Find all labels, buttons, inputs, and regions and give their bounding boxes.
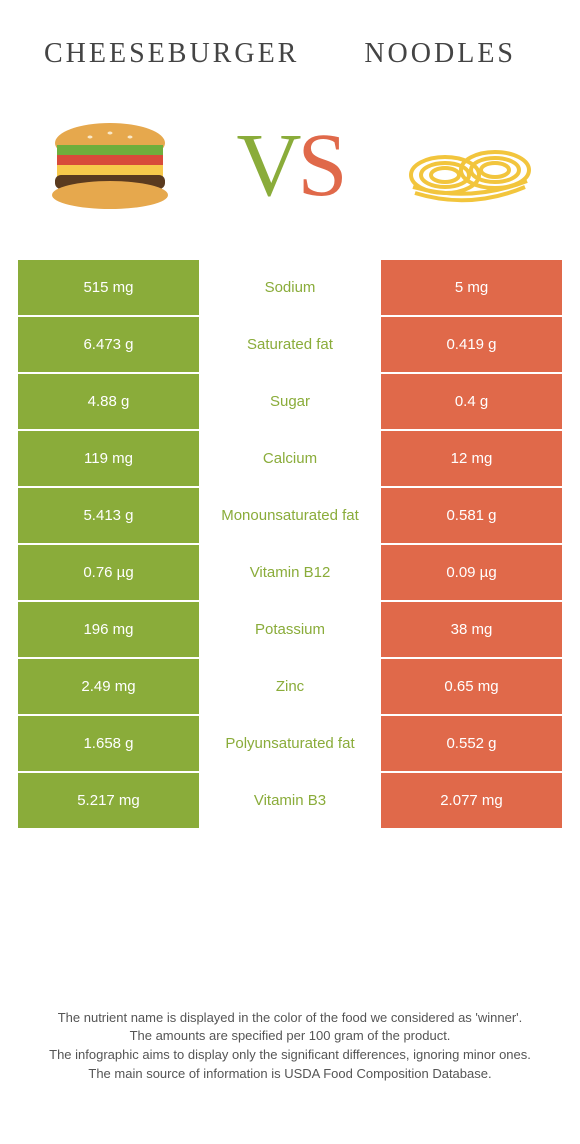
nutrient-label: Vitamin B3 bbox=[199, 773, 381, 828]
left-value: 4.88 g bbox=[18, 374, 199, 429]
nutrient-label: Potassium bbox=[199, 602, 381, 657]
vs-s: S bbox=[297, 116, 343, 215]
right-value: 0.65 mg bbox=[381, 659, 562, 714]
right-value: 12 mg bbox=[381, 431, 562, 486]
table-row: 2.49 mgZinc0.65 mg bbox=[18, 659, 562, 714]
vs-v: V bbox=[236, 116, 297, 215]
left-value: 2.49 mg bbox=[18, 659, 199, 714]
left-value: 119 mg bbox=[18, 431, 199, 486]
table-row: 0.76 µgVitamin B120.09 µg bbox=[18, 545, 562, 600]
nutrient-label: Sodium bbox=[199, 260, 381, 315]
table-row: 5.217 mgVitamin B32.077 mg bbox=[18, 773, 562, 828]
nutrient-label: Sugar bbox=[199, 374, 381, 429]
table-row: 1.658 gPolyunsaturated fat0.552 g bbox=[18, 716, 562, 771]
left-value: 1.658 g bbox=[18, 716, 199, 771]
nutrient-label: Vitamin B12 bbox=[199, 545, 381, 600]
hero-row: VS bbox=[0, 70, 580, 250]
right-value: 0.419 g bbox=[381, 317, 562, 372]
right-value: 2.077 mg bbox=[381, 773, 562, 828]
right-value: 0.552 g bbox=[381, 716, 562, 771]
nutrient-label: Monounsaturated fat bbox=[199, 488, 381, 543]
noodles-icon bbox=[390, 110, 550, 220]
nutrient-label: Polyunsaturated fat bbox=[199, 716, 381, 771]
table-row: 4.88 gSugar0.4 g bbox=[18, 374, 562, 429]
right-value: 0.09 µg bbox=[381, 545, 562, 600]
footnote-line: The infographic aims to display only the… bbox=[40, 1046, 540, 1065]
left-value: 6.473 g bbox=[18, 317, 199, 372]
nutrient-label: Zinc bbox=[199, 659, 381, 714]
table-row: 119 mgCalcium12 mg bbox=[18, 431, 562, 486]
comparison-table: 515 mgSodium5 mg6.473 gSaturated fat0.41… bbox=[18, 260, 562, 828]
cheeseburger-icon bbox=[30, 110, 190, 220]
title-right: Noodles bbox=[364, 38, 516, 70]
left-value: 0.76 µg bbox=[18, 545, 199, 600]
right-value: 38 mg bbox=[381, 602, 562, 657]
footnotes: The nutrient name is displayed in the co… bbox=[40, 1009, 540, 1084]
right-value: 0.4 g bbox=[381, 374, 562, 429]
table-row: 5.413 gMonounsaturated fat0.581 g bbox=[18, 488, 562, 543]
right-value: 0.581 g bbox=[381, 488, 562, 543]
nutrient-label: Calcium bbox=[199, 431, 381, 486]
footnote-line: The nutrient name is displayed in the co… bbox=[40, 1009, 540, 1028]
table-row: 196 mgPotassium38 mg bbox=[18, 602, 562, 657]
footnote-line: The main source of information is USDA F… bbox=[40, 1065, 540, 1084]
title-left: Cheeseburger bbox=[44, 38, 299, 70]
left-value: 196 mg bbox=[18, 602, 199, 657]
footnote-line: The amounts are specified per 100 gram o… bbox=[40, 1027, 540, 1046]
left-value: 5.217 mg bbox=[18, 773, 199, 828]
left-value: 5.413 g bbox=[18, 488, 199, 543]
nutrient-label: Saturated fat bbox=[199, 317, 381, 372]
table-row: 515 mgSodium5 mg bbox=[18, 260, 562, 315]
right-value: 5 mg bbox=[381, 260, 562, 315]
table-row: 6.473 gSaturated fat0.419 g bbox=[18, 317, 562, 372]
vs-label: VS bbox=[236, 114, 343, 217]
left-value: 515 mg bbox=[18, 260, 199, 315]
title-row: Cheeseburger Noodles bbox=[0, 0, 580, 70]
